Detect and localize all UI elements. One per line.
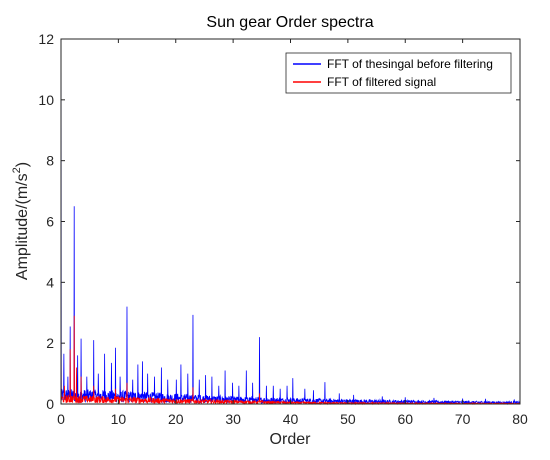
chart-title: Sun gear Order spectra bbox=[206, 14, 373, 31]
x-tick-label: 0 bbox=[57, 411, 65, 427]
x-tick-label: 20 bbox=[168, 411, 184, 427]
x-tick-label: 80 bbox=[512, 411, 528, 427]
legend-box bbox=[285, 52, 512, 94]
x-tick-label: 40 bbox=[283, 411, 299, 427]
x-tick-label: 10 bbox=[111, 411, 127, 427]
legend-label-before-filtering: FFT of thesingal before filtering bbox=[327, 57, 493, 71]
y-axis-label-main: Amplitude/(m/s bbox=[14, 173, 31, 280]
legend: FFT of thesingal before filtering FFT of… bbox=[285, 52, 512, 94]
ticks-layer: 0 10 20 30 40 50 60 70 80 0 2 4 6 8 10 12 bbox=[38, 31, 528, 427]
y-tick-label: 12 bbox=[38, 31, 54, 47]
legend-label-filtered: FFT of filtered signal bbox=[327, 75, 436, 89]
y-tick-label: 4 bbox=[46, 274, 54, 290]
y-tick-label: 8 bbox=[46, 153, 54, 169]
plot-area bbox=[61, 39, 520, 404]
x-tick-label: 70 bbox=[455, 411, 471, 427]
x-tick-label: 60 bbox=[397, 411, 413, 427]
x-tick-label: 30 bbox=[225, 411, 241, 427]
y-tick-label: 6 bbox=[46, 214, 54, 230]
y-tick-label: 10 bbox=[38, 92, 54, 108]
y-tick-label: 0 bbox=[46, 396, 54, 412]
y-tick-label: 2 bbox=[46, 335, 54, 351]
x-axis-label: Order bbox=[270, 431, 312, 448]
y-axis-label: Amplitude/(m/s2) bbox=[11, 162, 31, 280]
y-axis-label-sup: 2 bbox=[11, 167, 23, 173]
x-tick-label: 50 bbox=[340, 411, 356, 427]
y-axis-label-close: ) bbox=[14, 162, 31, 167]
